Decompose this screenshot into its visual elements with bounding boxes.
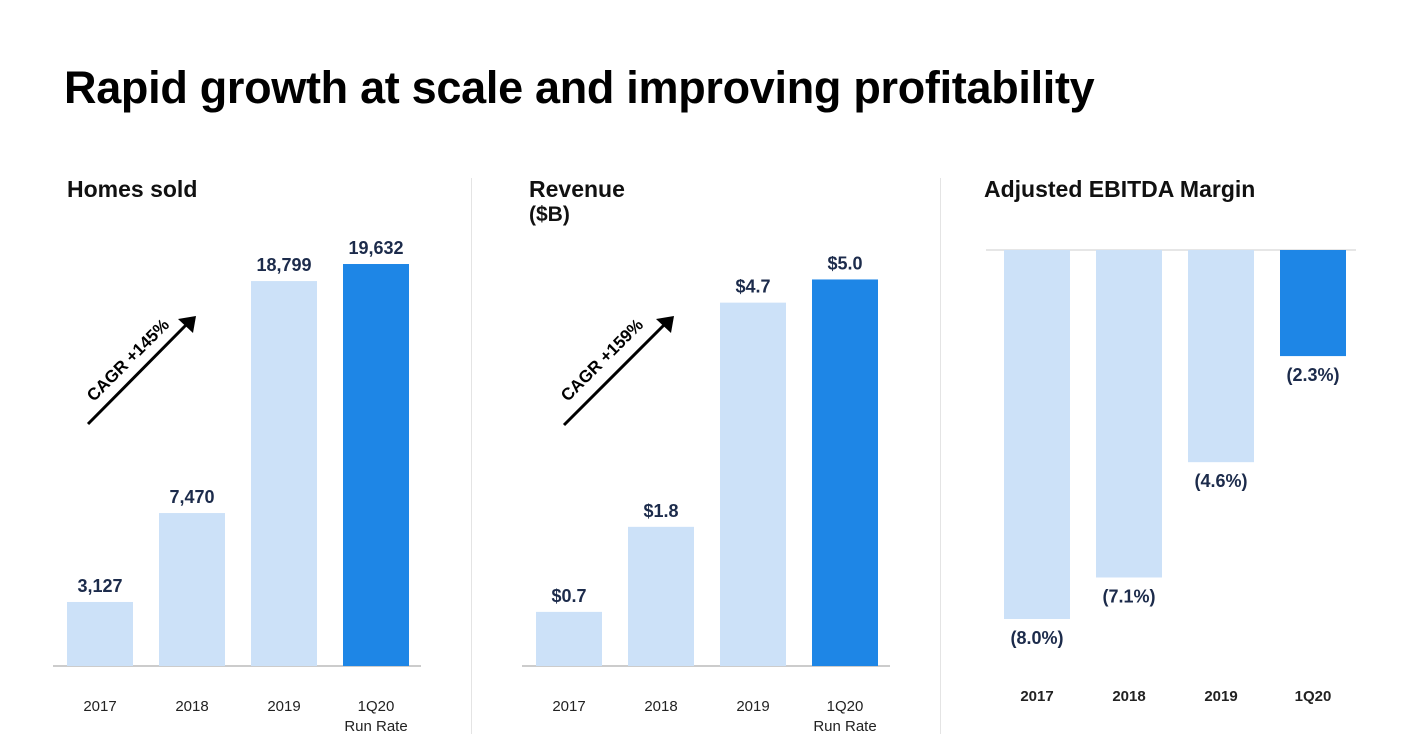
homes-sold-tick-label: 2017 [83, 698, 116, 715]
revenue-title-text: Revenue [529, 176, 625, 202]
revenue-tick-label: 2019 [736, 698, 769, 715]
ebitda-tick-label: 2017 [1020, 688, 1053, 705]
homes-sold-title-text: Homes sold [67, 176, 198, 202]
homes-sold-bar-2019 [251, 281, 317, 666]
revenue-value-label: $4.7 [735, 277, 770, 297]
ebitda-value-label: (7.1%) [1102, 586, 1155, 606]
revenue-tick-label: 2018 [644, 698, 677, 715]
homes-sold-value-label: 18,799 [256, 255, 311, 275]
homes-sold-bar-2018 [159, 513, 225, 666]
ebitda-title-text: Adjusted EBITDA Margin [984, 176, 1256, 202]
homes-sold-tick-label: 2019 [267, 698, 300, 715]
ebitda-bar-2018 [1096, 250, 1162, 578]
homes-sold-cagr-arrow-head [178, 316, 196, 333]
revenue-bar-2019 [720, 302, 786, 666]
ebitda-value-label: (2.3%) [1286, 365, 1339, 385]
ebitda-title: Adjusted EBITDA Margin [984, 176, 1255, 202]
divider-left [471, 178, 472, 734]
ebitda-value-label: (4.6%) [1194, 471, 1247, 491]
homes-sold-bar-1q20 [343, 264, 409, 666]
revenue-bar-2017 [536, 611, 602, 666]
homes-sold-tick-label: 1Q20 [358, 698, 395, 715]
revenue-value-label: $5.0 [827, 253, 862, 273]
revenue-unit: ($B) [529, 203, 570, 226]
revenue-bar-1q20 [812, 279, 878, 666]
homes-sold-cagr-arrow-shaft [86, 321, 190, 426]
homes-sold-value-label: 3,127 [77, 576, 122, 596]
revenue-cagr-arrow-head [656, 316, 674, 333]
revenue-title: Revenue ($B) [529, 176, 625, 228]
homes-sold-tick-label: 2018 [175, 698, 208, 715]
revenue-value-label: $1.8 [643, 501, 678, 521]
revenue-cagr-arrow-shaft [562, 321, 668, 427]
revenue-bar-2018 [628, 526, 694, 666]
ebitda-tick-label: 2018 [1112, 688, 1145, 705]
divider-right [940, 178, 941, 734]
revenue-tick-label: 2017 [552, 698, 585, 715]
homes-sold-value-label: 7,470 [169, 487, 214, 507]
ebitda-value-label: (8.0%) [1010, 628, 1063, 648]
revenue-value-label: $0.7 [551, 586, 586, 606]
ebitda-bar-2019 [1188, 250, 1254, 463]
homes-sold-bar-2017 [67, 601, 133, 666]
ebitda-tick-label: 2019 [1204, 688, 1237, 705]
ebitda-tick-label: 1Q20 [1295, 688, 1332, 705]
homes-sold-tick-sublabel: Run Rate [344, 718, 407, 735]
ebitda-bar-2017 [1004, 250, 1070, 619]
revenue-tick-sublabel: Run Rate [813, 718, 876, 735]
page-title: Rapid growth at scale and improving prof… [64, 62, 1095, 113]
revenue-tick-label: 1Q20 [827, 698, 864, 715]
ebitda-bar-1q20 [1280, 250, 1346, 357]
homes-sold-value-label: 19,632 [348, 238, 403, 258]
homes-sold-title: Homes sold [67, 176, 197, 202]
